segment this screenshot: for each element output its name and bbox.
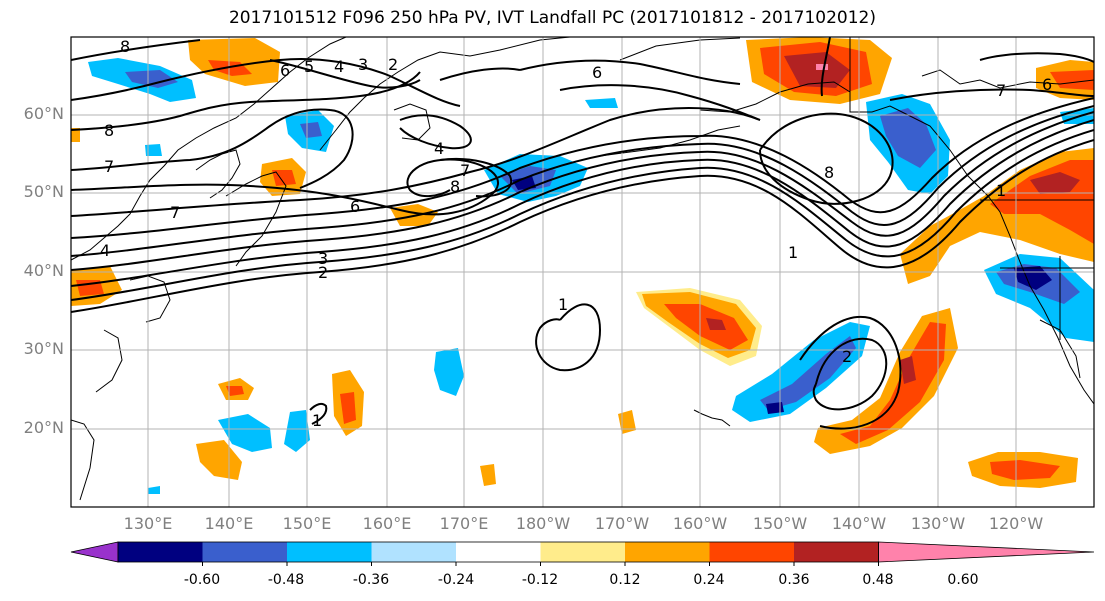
anomaly-blob-landfall-pos: [900, 148, 1094, 284]
anomaly-blob-positive-se: [814, 308, 958, 454]
contour-label: 4: [434, 139, 444, 158]
blob-st-2: [218, 414, 272, 452]
anomaly-blob-negative-sw: [732, 322, 870, 422]
contour-label: 8: [450, 177, 460, 196]
contour-label: 1: [312, 411, 322, 430]
contour-label: 3: [318, 249, 328, 268]
colorbar-tick-label: 0.36: [778, 572, 810, 588]
map-title: 2017101512 F096 250 hPa PV, IVT Landfall…: [228, 8, 876, 28]
contour-label: 4: [100, 241, 110, 260]
lon-label: 130°W: [910, 514, 966, 533]
graticule: [71, 37, 1094, 507]
anomaly-blob-kamchatka-pos: [188, 38, 280, 86]
anomaly-blob-small-neg: [285, 110, 334, 152]
anomaly-blob-small-west: [71, 128, 162, 156]
pv-contours: [71, 37, 1094, 430]
lat-label: 50°N: [23, 182, 64, 201]
colorbar-swatch: [625, 542, 710, 562]
contour-label: 7: [104, 157, 114, 176]
colorbar-swatch: [287, 542, 372, 562]
contour-label: 4: [334, 57, 344, 76]
lon-label: 150°E: [282, 514, 332, 533]
anomaly-blob-alaska-pos: [746, 37, 892, 104]
colorbar-tick-label: 0.24: [693, 572, 725, 588]
anomaly-blob-gulf-alaska-neg: [866, 94, 950, 194]
anomaly-blob-central-pacific-pos: [636, 288, 762, 366]
contour-label: 7: [996, 81, 1006, 100]
colorbar-tick-label: -0.48: [267, 572, 305, 588]
colorbar-tick-label: -0.12: [521, 572, 559, 588]
colorbar-swatch: [540, 542, 626, 562]
lat-label: 20°N: [23, 418, 64, 437]
contour-label: 8: [120, 37, 130, 56]
lon-label: 160°E: [362, 514, 412, 533]
colorbar-tick-label: -0.36: [352, 572, 390, 588]
lon-label: 140°W: [831, 514, 887, 533]
anomaly-blob-subtropical-east-pos: [968, 452, 1078, 488]
blob-st-6: [434, 348, 464, 396]
colorbar-tick-label: 0.48: [862, 572, 894, 588]
contour-label: 1: [788, 243, 798, 262]
lat-label: 40°N: [23, 261, 64, 280]
colorbar-swatch: [456, 542, 541, 562]
contour-label: 6: [1042, 75, 1052, 94]
colorbar-extend-low: [70, 541, 119, 563]
lon-label: 130°E: [123, 514, 173, 533]
colorbar-swatch: [202, 542, 288, 562]
lon-label: 170°W: [594, 514, 650, 533]
lon-label: 120°W: [988, 514, 1044, 533]
contour-label: 2: [842, 347, 852, 366]
lon-label: 180°W: [515, 514, 571, 533]
contour-labels: 8 6 5 4 3 2 8 7 4 4 7 8 6 3 2 1 7 6 8 1 …: [100, 37, 1052, 430]
contour-label: 6: [280, 61, 290, 80]
contour-label: 8: [104, 121, 114, 140]
colorbar-tick-label: 0.60: [947, 572, 979, 588]
contour-label: 1: [996, 181, 1006, 200]
contour-label: 6: [350, 197, 360, 216]
lat-label: 30°N: [23, 339, 64, 358]
lon-label: 140°E: [204, 514, 254, 533]
contour-label: 8: [824, 163, 834, 182]
anomaly-blob-canada-pos: [1036, 60, 1094, 100]
contour-label: 7: [460, 161, 470, 180]
anomaly-blob-sea-okhotsk-neg: [88, 58, 196, 102]
contour-label: 5: [304, 57, 314, 76]
lon-label: 150°W: [752, 514, 808, 533]
colorbar-swatch: [118, 542, 203, 562]
shading-layer: [71, 37, 1094, 494]
colorbar-tick-label: -0.24: [437, 572, 475, 588]
contour-label: 6: [592, 63, 602, 82]
anomaly-blob-north-america-neg: [984, 254, 1094, 342]
lat-label: 60°N: [23, 104, 64, 123]
colorbar: [70, 541, 1095, 566]
contour-label: 2: [388, 55, 398, 74]
contour-label: 7: [170, 203, 180, 222]
map-frame: [70, 36, 1095, 508]
contour-label: 3: [358, 55, 368, 74]
colorbar-tick-label: 0.12: [609, 572, 641, 588]
colorbar-outline: [117, 541, 879, 563]
lon-label: 160°W: [672, 514, 728, 533]
blob-st-3: [284, 410, 310, 452]
lon-label: 170°E: [439, 514, 489, 533]
colorbar-extend-high: [878, 541, 1095, 563]
colorbar-tick-label: -0.60: [183, 572, 221, 588]
colorbar-swatch: [709, 542, 795, 562]
contour-label: 1: [558, 295, 568, 314]
colorbar-swatch: [371, 542, 457, 562]
blob-st-5: [196, 440, 242, 480]
colorbar-swatch: [794, 542, 879, 562]
contour-label: 2: [318, 263, 328, 282]
